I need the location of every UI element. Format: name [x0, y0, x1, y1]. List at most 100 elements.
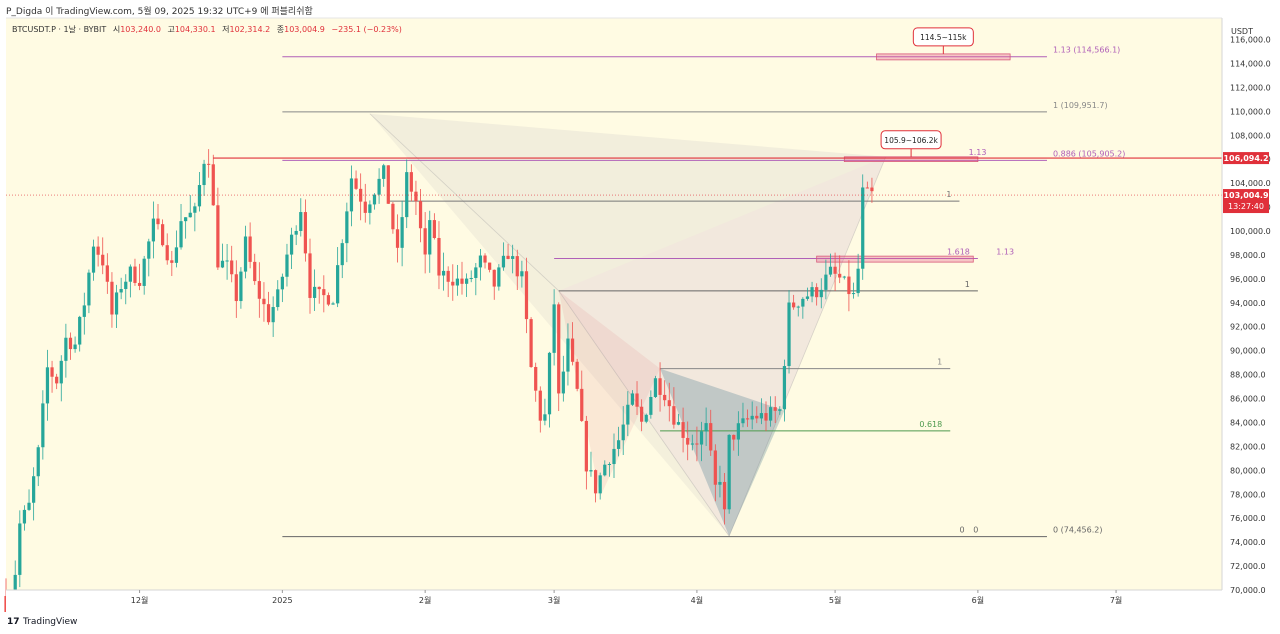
y-tick-label: 108,000.0	[1230, 131, 1271, 140]
candle-body	[805, 296, 810, 299]
target-zone-label: 105.9~106.2k	[884, 136, 938, 145]
fib-level-label: 0 (74,456.2)	[1053, 526, 1103, 535]
candle-body	[441, 270, 446, 276]
pattern-triangle-pink	[558, 290, 661, 497]
candle-body	[524, 271, 529, 320]
pattern-leg	[728, 156, 887, 537]
candle-body	[147, 241, 151, 259]
candle-body	[220, 260, 225, 268]
candle-body	[764, 413, 768, 421]
candle-body	[55, 376, 59, 384]
y-tick-label: 88,000.0	[1230, 371, 1266, 380]
fib-extra-label: 0	[973, 526, 978, 535]
candle-body	[156, 218, 160, 225]
candle-body	[22, 509, 27, 524]
candle-body	[589, 470, 593, 472]
candle-body	[165, 245, 169, 261]
candle-body	[124, 281, 128, 290]
candle-body	[363, 201, 367, 213]
candle-body	[709, 423, 713, 451]
candle-body	[414, 191, 418, 202]
x-tick-label: 6월	[972, 595, 984, 605]
candle-body	[616, 440, 621, 449]
y-tick-label: 76,000.0	[1230, 514, 1266, 523]
publisher-line: P_Digda 이 TradingView.com, 5월 09, 2025 1…	[6, 7, 313, 17]
candle-body	[345, 211, 349, 244]
candle-body	[27, 502, 31, 510]
candle-body	[773, 407, 777, 411]
candle-body	[649, 396, 653, 415]
candle-body	[322, 289, 326, 296]
candle-body	[478, 255, 483, 268]
candle-body	[732, 434, 736, 440]
candle-body	[547, 352, 552, 415]
candle-body	[239, 271, 243, 302]
fib-level-label: 1 (109,951.7)	[1053, 101, 1108, 110]
candle-body	[593, 470, 598, 494]
fib-level-label: 1	[946, 190, 951, 199]
candle-body	[497, 267, 501, 287]
candle-body	[73, 344, 77, 350]
candle-body	[865, 187, 869, 189]
candle-body	[630, 393, 635, 405]
candle-body	[432, 220, 436, 239]
high-label: 고	[167, 25, 174, 34]
candle-body	[474, 267, 478, 278]
candle-body	[681, 422, 685, 438]
candle-body	[133, 266, 137, 283]
candle-body	[372, 194, 377, 205]
bar-countdown-label: 13:27:40	[1228, 202, 1264, 211]
price-lines	[6, 157, 1222, 196]
candle-body	[460, 278, 464, 284]
candle-body	[658, 378, 662, 395]
pattern-triangle-teal	[660, 368, 785, 537]
symbol-title: BTCUSDT.P · 1날 · BYBIT	[12, 24, 106, 34]
fib-level-label: 1	[965, 280, 970, 289]
candle-body	[727, 434, 731, 510]
candle-body	[653, 378, 658, 397]
candle-body	[870, 187, 874, 192]
candle-body	[782, 366, 787, 410]
candle-body	[110, 281, 114, 315]
price-badges: 106,094.2 103,004.9 13:27:40	[1223, 152, 1269, 214]
candle-body	[128, 266, 132, 282]
candle-body	[354, 178, 358, 189]
candle-body	[667, 400, 671, 407]
candle-body	[45, 367, 50, 404]
candle-body	[225, 260, 229, 262]
candle-body	[230, 260, 234, 275]
last-price-badge	[1223, 189, 1269, 214]
high-value: 104,330.1	[175, 25, 216, 34]
candle-body	[211, 164, 215, 206]
candle-body	[451, 281, 455, 286]
last-price-label: 103,004.9	[1223, 191, 1268, 200]
candle-body	[280, 276, 284, 290]
candle-body	[391, 203, 395, 230]
candle-body	[676, 422, 681, 425]
currency-label[interactable]: USDT	[1231, 27, 1253, 36]
candle-body	[612, 448, 616, 465]
open-label: 시	[113, 25, 120, 34]
candle-body	[248, 236, 252, 262]
y-tick-label: 104,000.0	[1230, 179, 1271, 188]
y-tick-label: 110,000.0	[1230, 107, 1271, 116]
y-tick-label: 112,000.0	[1230, 83, 1271, 92]
candle-body	[718, 481, 722, 485]
candle-body	[621, 424, 625, 441]
candle-body	[276, 289, 280, 308]
candle-body	[405, 172, 409, 218]
candle-body	[299, 212, 303, 231]
candle-body	[722, 481, 727, 510]
candle-body	[792, 302, 796, 308]
fib-level-label: 0.886 (105,905.2)	[1053, 149, 1125, 158]
x-tick-label: 2025	[272, 596, 292, 605]
tradingview-logo-icon[interactable]: 17	[7, 617, 20, 627]
plot-background	[6, 18, 1222, 590]
candle-body	[105, 265, 109, 282]
candle-body	[469, 277, 473, 279]
tradingview-brand[interactable]: TradingView	[23, 617, 78, 627]
candle-body	[699, 431, 704, 445]
candle-body	[82, 305, 86, 317]
candlestick-chart[interactable]: 1.13 (114,566.1) 1 (109,951.7) 0.886 (105,…	[0, 0, 1280, 612]
candle-body	[851, 293, 856, 295]
